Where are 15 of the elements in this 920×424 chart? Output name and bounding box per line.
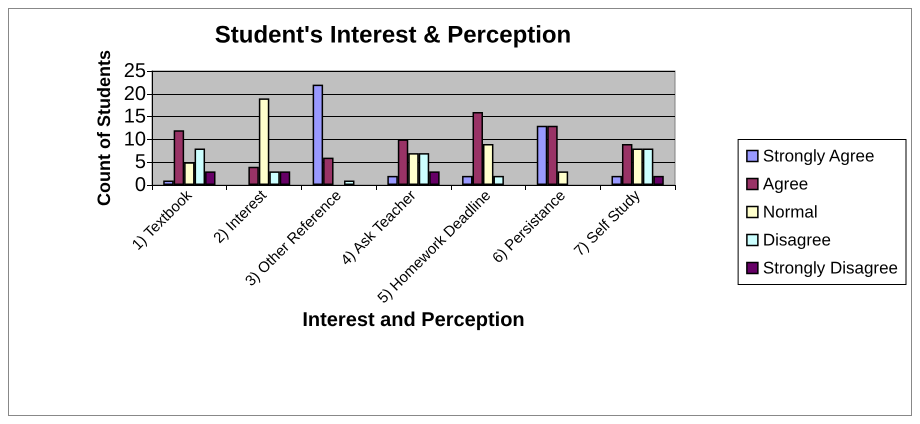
legend-label: Agree: [762, 174, 808, 194]
y-tick-label: 25: [124, 60, 146, 82]
y-tick-label: 0: [134, 174, 146, 196]
y-tick-label: 20: [124, 82, 146, 105]
y-tick-label: 15: [124, 106, 146, 128]
y-tick-label: 10: [124, 128, 146, 150]
y-axis-title: Count of Students: [94, 50, 114, 206]
bar: [344, 180, 354, 185]
legend-label: Strongly Disagree: [762, 258, 898, 278]
legend-label: Strongly Agree: [762, 146, 874, 166]
legend-label: Normal: [762, 202, 818, 222]
y-tick-label: 5: [134, 151, 146, 174]
chart-title: Student's Interest & Perception: [214, 22, 572, 48]
x-axis-title: Interest and Perception: [302, 309, 525, 331]
legend-label: Disagree: [762, 230, 831, 250]
